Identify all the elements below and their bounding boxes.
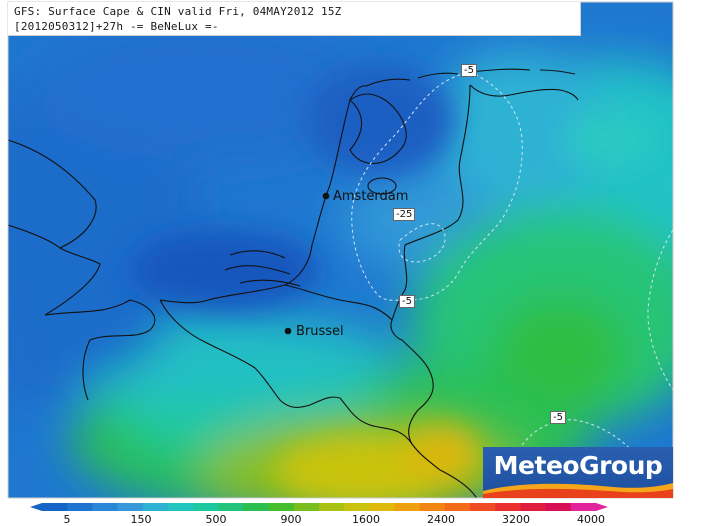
cin-label: -25 (393, 208, 416, 221)
legend-swatch (67, 503, 93, 511)
legend-tick-label: 4000 (577, 513, 605, 526)
run-info: [2012050312]+27h -= BeNeLux =- (14, 20, 219, 33)
cin-label: -5 (550, 411, 566, 424)
city-label-brussel: Brussel (296, 324, 344, 339)
legend-arrow-right (596, 503, 608, 511)
legend-swatch (545, 503, 572, 511)
cin-label: -5 (461, 64, 477, 77)
logo-swoosh-icon (483, 483, 673, 498)
amsterdam-marker (322, 192, 330, 200)
legend-swatch (394, 503, 421, 511)
legend-swatch (42, 503, 68, 511)
title-panel: GFS: Surface Cape & CIN valid Fri, 04MAY… (8, 2, 581, 36)
legend-swatch (570, 503, 597, 511)
legend-swatch (243, 503, 270, 511)
map-title: GFS: Surface Cape & CIN valid Fri, 04MAY… (14, 5, 342, 18)
legend-swatch (117, 503, 144, 511)
legend-tick-label: 500 (205, 513, 227, 526)
logo-text: MeteoGroup (493, 451, 663, 480)
legend-swatch (419, 503, 446, 511)
legend-tick-label: 2400 (427, 513, 455, 526)
legend-tick-label: 3200 (502, 513, 530, 526)
legend-tick-label: 5 (63, 513, 71, 526)
legend-swatch (268, 503, 295, 511)
legend-tick-label: 150 (130, 513, 152, 526)
legend-tick-label: 900 (280, 513, 302, 526)
legend-swatch (470, 503, 496, 511)
meteogroup-logo: MeteoGroup (483, 447, 673, 498)
legend-swatch (369, 503, 396, 511)
cin-label: -5 (399, 295, 415, 308)
brussel-marker (284, 327, 292, 335)
legend-arrow-left (30, 503, 42, 511)
legend-swatch (92, 503, 119, 511)
legend-swatch (218, 503, 244, 511)
cape-legend-bar (30, 503, 608, 511)
legend-swatch (167, 503, 194, 511)
legend-swatch (319, 503, 345, 511)
legend-swatch (444, 503, 471, 511)
legend-swatch (293, 503, 320, 511)
legend-tick-label: 1600 (352, 513, 380, 526)
legend-swatch (520, 503, 547, 511)
legend-swatch (495, 503, 521, 511)
legend-swatch (142, 503, 169, 511)
legend-swatch (193, 503, 219, 511)
city-label-amsterdam: Amsterdam (333, 189, 409, 204)
legend-swatch (344, 503, 370, 511)
country-borders (8, 68, 579, 498)
city-markers (284, 192, 330, 335)
